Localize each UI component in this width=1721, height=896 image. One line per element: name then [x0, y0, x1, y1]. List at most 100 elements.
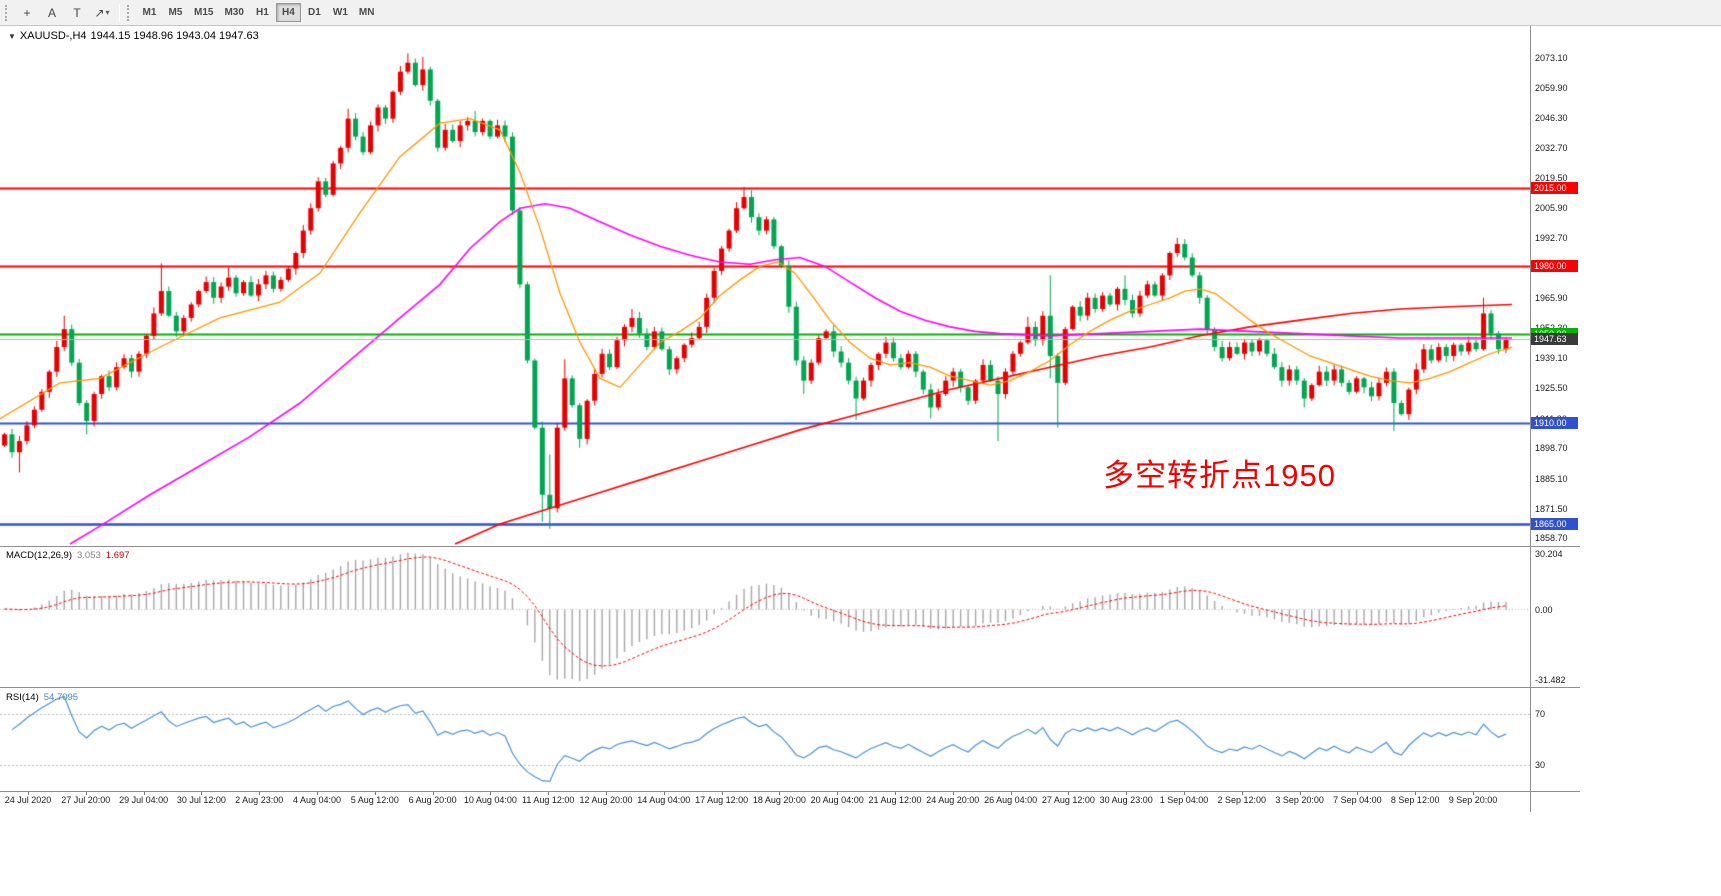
time-axis-label: 24 Aug 20:00 — [926, 795, 980, 805]
crosshair-tool-icon[interactable]: + — [15, 3, 39, 23]
time-axis-label: 8 Sep 12:00 — [1390, 795, 1440, 805]
macd-title: MACD(12,26,9) — [6, 550, 72, 561]
toolbar: + A T ↗ ▾ M1 M5 M15 M30 H1 H4 D1 W1 MN — [0, 0, 1721, 26]
time-axis-tick — [952, 792, 954, 795]
macd-axis-label: 30.204 — [1535, 549, 1563, 559]
symbol-caret-icon: ▼ — [8, 32, 16, 41]
rsi-value: 54.7095 — [43, 692, 79, 703]
timeframe-w1-button[interactable]: W1 — [328, 3, 353, 22]
toolbar-separator — [119, 3, 120, 22]
toolbar-grip[interactable] — [127, 4, 132, 21]
timeframe-h4-button[interactable]: H4 — [275, 3, 301, 22]
price-axis-label: 1911.90 — [1535, 413, 1567, 424]
macd-label: MACD(12,26,9) 3.053 1.697 — [6, 550, 130, 561]
text-tool-icon[interactable]: T — [65, 3, 89, 23]
time-axis-label: 2 Sep 12:00 — [1217, 795, 1267, 805]
price-axis-label: 1992.70 — [1535, 233, 1568, 243]
arrows-tool-icon[interactable]: ↗ ▾ — [90, 3, 114, 23]
time-axis-label: 5 Aug 12:00 — [350, 795, 399, 805]
time-axis-tick — [85, 792, 87, 795]
current-price-badge: 1947.63 — [1531, 332, 1578, 345]
panel-separator[interactable] — [0, 546, 1580, 547]
price-axis-label: 2046.30 — [1535, 113, 1568, 123]
price-line-badge: 2015.00 — [1531, 182, 1578, 195]
rsi-axis-label: 70 — [1535, 708, 1546, 719]
time-axis-label: 4 Aug 04:00 — [292, 795, 342, 805]
panel-separator[interactable] — [0, 687, 1580, 688]
macd-axis-label: -31.482 — [1535, 675, 1566, 685]
rsi-title: RSI(14) — [6, 692, 39, 703]
main-chart-canvas[interactable] — [0, 26, 1530, 546]
time-axis[interactable]: 24 Jul 2020 27 Jul 20:00 29 Jul 04:00 30 Ju… — [0, 792, 1530, 812]
timeframe-m15-button[interactable]: M15 — [189, 3, 218, 22]
price-axis-label: 1885.10 — [1535, 473, 1568, 484]
time-axis-label: 12 Aug 20:00 — [579, 795, 633, 805]
text-label-tool-icon[interactable]: A — [40, 3, 64, 23]
time-axis-tick — [837, 792, 839, 795]
time-axis-label: 10 Aug 04:00 — [463, 795, 517, 805]
price-axis-label: 1858.70 — [1535, 533, 1568, 543]
rsi-axis-label: 30 — [1535, 760, 1546, 771]
price-axis-label: 2005.90 — [1535, 203, 1568, 214]
time-axis-label: 9 Sep 20:00 — [1448, 795, 1498, 805]
panel-separator[interactable] — [0, 791, 1580, 792]
macd-value-main: 3.053 — [77, 550, 101, 561]
time-axis-tick — [317, 792, 318, 795]
time-axis-label: 30 Aug 23:00 — [1099, 795, 1153, 805]
macd-panel-canvas[interactable] — [0, 547, 1530, 687]
timeframe-m30-button[interactable]: M30 — [219, 3, 248, 22]
timeframe-h1-button[interactable]: H1 — [250, 3, 275, 22]
timeframe-m1-button[interactable]: M1 — [137, 3, 162, 22]
symbol-period: XAUUSD-,H4 — [19, 30, 87, 42]
time-axis-label: 7 Sep 04:00 — [1333, 795, 1382, 805]
price-axis-label: 2032.70 — [1535, 143, 1568, 154]
price-axis-label: 1898.70 — [1535, 443, 1568, 454]
timeframe-mn-button[interactable]: MN — [354, 3, 380, 22]
time-axis-tick — [28, 792, 29, 795]
time-axis-label: 14 Aug 04:00 — [637, 795, 691, 805]
price-axis-label: 1939.10 — [1535, 353, 1568, 363]
time-axis-tick — [606, 792, 607, 795]
price-axis-label: 1925.50 — [1535, 383, 1568, 394]
price-line-badge: 1865.00 — [1531, 517, 1578, 530]
toolbar-grip[interactable] — [5, 4, 10, 21]
time-axis-tick — [432, 792, 434, 795]
time-axis-tick — [663, 792, 665, 795]
time-axis-tick — [259, 792, 261, 795]
chart-annotation-text: 多空转折点1950 — [1103, 458, 1336, 493]
arrow-glyph: ↗ — [94, 5, 105, 20]
time-axis-label: 6 Aug 20:00 — [408, 795, 457, 805]
macd-value-signal: 1.697 — [105, 550, 130, 561]
dropdown-caret-icon: ▾ — [105, 8, 110, 17]
rsi-label: RSI(14) 54.7095 — [6, 692, 78, 703]
time-axis-label: 17 Aug 12:00 — [695, 795, 749, 805]
time-axis-tick — [1010, 792, 1012, 795]
time-axis-label: 27 Aug 12:00 — [1041, 795, 1095, 805]
time-axis-label: 21 Aug 12:00 — [868, 795, 922, 805]
time-axis-tick — [1241, 792, 1243, 795]
rsi-panel-canvas[interactable] — [0, 688, 1530, 791]
timeframe-d1-button[interactable]: D1 — [302, 3, 327, 22]
time-axis-tick — [1068, 792, 1070, 795]
price-axis-label: 2073.10 — [1535, 53, 1568, 63]
price-axis-label: 1979.10 — [1535, 263, 1568, 274]
timeframe-m5-button[interactable]: M5 — [163, 3, 188, 22]
time-axis-label: 27 Jul 20:00 — [61, 795, 111, 805]
time-axis-label: 30 Jul 12:00 — [176, 795, 226, 805]
time-axis-label: 18 Aug 20:00 — [752, 795, 806, 805]
time-axis-tick — [721, 792, 723, 795]
time-axis-tick — [548, 792, 550, 795]
price-axis-label: 2059.90 — [1535, 82, 1568, 93]
time-axis-label: 2 Aug 23:00 — [235, 795, 284, 805]
price-axis-label: 1965.90 — [1535, 293, 1568, 303]
time-axis-label: 26 Aug 04:00 — [984, 795, 1038, 805]
time-axis-tick — [1473, 792, 1474, 795]
time-axis-label: 11 Aug 12:00 — [521, 795, 575, 805]
price-axis-label: 2019.50 — [1535, 173, 1568, 183]
time-axis-tick — [1357, 792, 1359, 795]
time-axis-tick — [143, 792, 145, 795]
time-axis-label: 1 Sep 04:00 — [1159, 795, 1209, 805]
time-axis-label: 20 Aug 04:00 — [810, 795, 864, 805]
ohlc-values: 1944.15 1948.96 1943.04 1947.63 — [90, 30, 259, 42]
